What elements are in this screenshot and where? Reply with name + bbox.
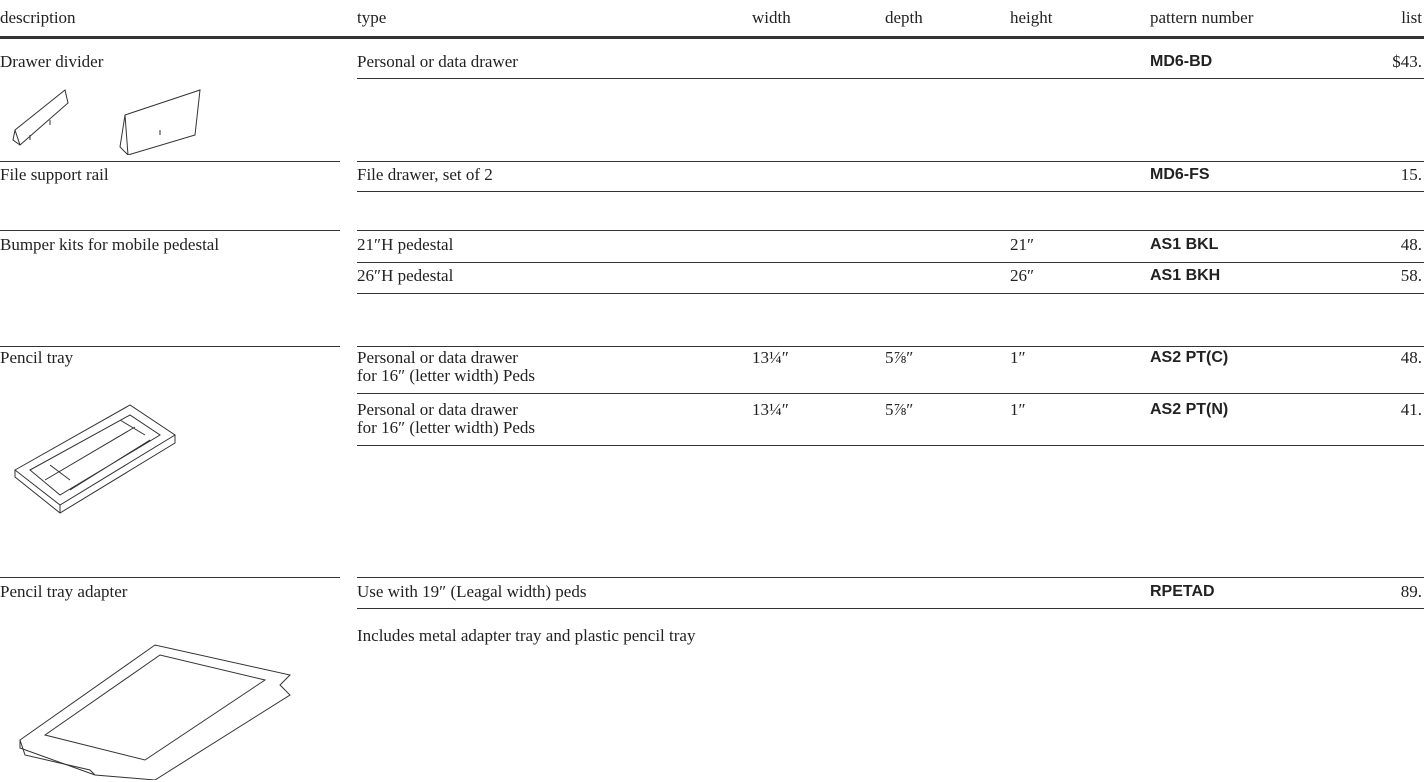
note: Includes metal adapter tray and plastic … (357, 626, 696, 645)
pattern-number: AS2 PT(C) (1150, 349, 1229, 366)
description: Pencil tray adapter (0, 582, 128, 601)
column-header: list (1401, 8, 1422, 27)
group-rule (0, 346, 340, 347)
width: 13¼″ (752, 348, 789, 367)
row-rule (357, 608, 1424, 609)
row-rule (357, 78, 1424, 79)
pattern-number: AS1 BKH (1150, 267, 1221, 284)
group-rule (0, 230, 340, 231)
type: File drawer, set of 2 (357, 165, 493, 184)
list-price: 15. (1400, 165, 1422, 184)
pattern-number: MD6-BD (1150, 53, 1213, 70)
depth: 5⅞″ (885, 400, 914, 419)
list-price: 89. (1400, 582, 1422, 601)
row-rule (357, 191, 1424, 192)
divider-illustration (12, 89, 201, 155)
list-price: 41. (1400, 400, 1422, 419)
group-rule (357, 230, 1424, 231)
type: for 16″ (letter width) Peds (357, 418, 535, 437)
row-rule (357, 293, 1424, 294)
list-price: $43. (1392, 52, 1422, 71)
group-rule (357, 577, 1424, 578)
group-rule (357, 161, 1424, 162)
row-rule (357, 262, 1424, 263)
row-rule (357, 445, 1424, 446)
type: Use with 19″ (Leagal width) peds (357, 582, 587, 601)
column-header: type (357, 8, 387, 27)
pencil-tray-illustration (14, 404, 176, 514)
list-price: 48. (1400, 348, 1422, 367)
header-rule (0, 36, 1424, 39)
height: 1″ (1010, 348, 1026, 367)
height: 21″ (1010, 235, 1035, 254)
pattern-number: AS1 BKL (1150, 236, 1219, 253)
column-header: width (752, 8, 791, 27)
list-price: 48. (1400, 235, 1422, 254)
description: Pencil tray (0, 348, 74, 367)
adapter-illustration (19, 644, 291, 780)
group-rule (0, 161, 340, 162)
type: for 16″ (letter width) Peds (357, 366, 535, 385)
description: File support rail (0, 165, 109, 184)
description: Bumper kits for mobile pedestal (0, 235, 220, 254)
pattern-number: AS2 PT(N) (1150, 401, 1229, 418)
row-rule (357, 393, 1424, 394)
column-header: height (1010, 8, 1053, 27)
pattern-number: MD6-FS (1150, 166, 1210, 183)
column-header: description (0, 8, 76, 27)
width: 13¼″ (752, 400, 789, 419)
type: Personal or data drawer (357, 348, 518, 367)
group-rule (0, 577, 340, 578)
group-rule (357, 346, 1424, 347)
column-header: pattern number (1150, 8, 1254, 27)
height: 1″ (1010, 400, 1026, 419)
depth: 5⅞″ (885, 348, 914, 367)
type: 21″H pedestal (357, 235, 454, 254)
column-header: depth (885, 8, 923, 27)
pattern-number: RPETAD (1150, 583, 1215, 600)
list-price: 58. (1400, 266, 1422, 285)
type: 26″H pedestal (357, 266, 454, 285)
type: Personal or data drawer (357, 52, 518, 71)
description: Drawer divider (0, 52, 104, 71)
height: 26″ (1010, 266, 1035, 285)
type: Personal or data drawer (357, 400, 518, 419)
